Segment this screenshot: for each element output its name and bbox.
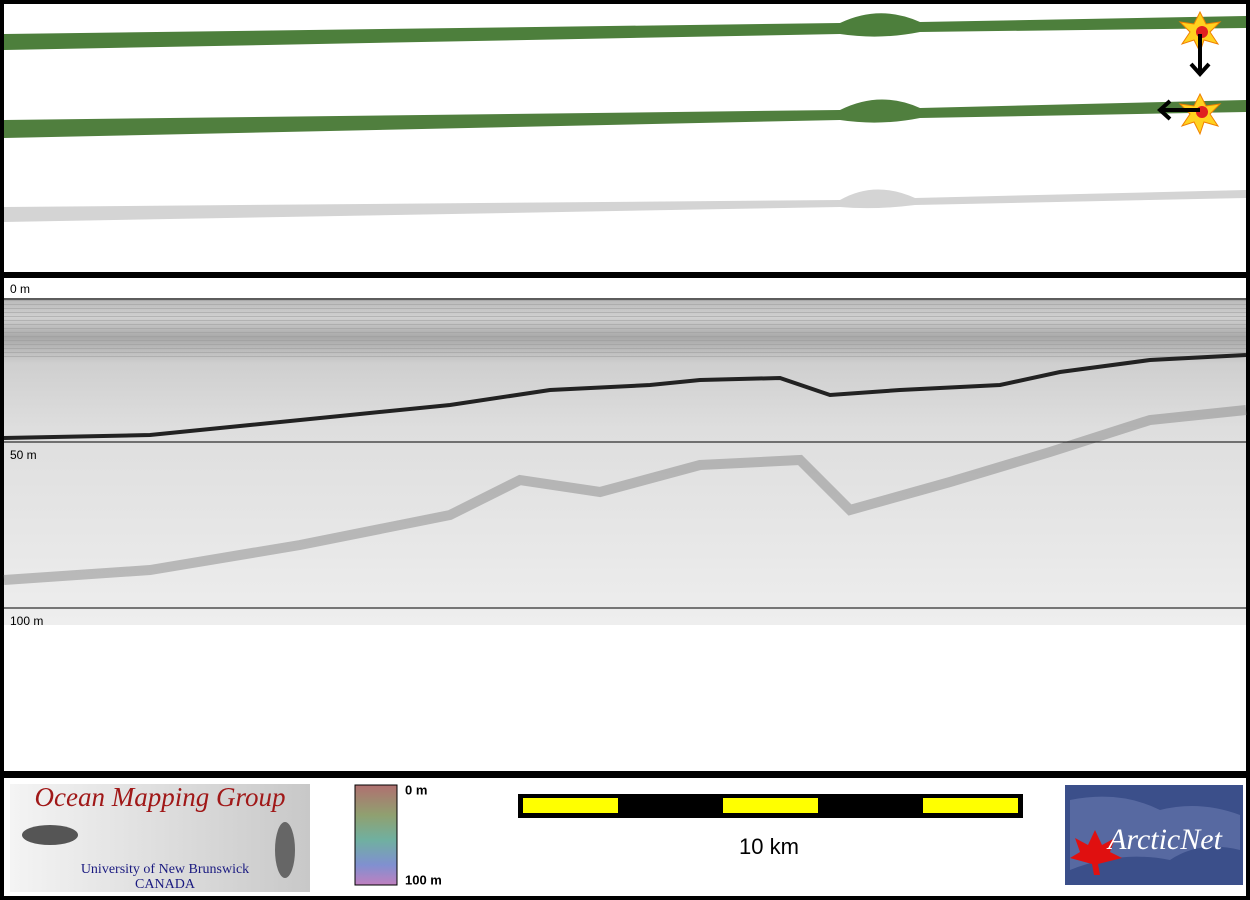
seafloor-echo-2 — [3, 405, 1247, 585]
colorbar: 0 m 100 m — [354, 782, 442, 887]
depth-label: 100 m — [10, 614, 43, 628]
logo-arcticnet: ArcticNet — [1065, 785, 1243, 885]
colorbar-label: 100 m — [405, 872, 442, 887]
seafloor-echo — [3, 353, 1247, 440]
logo-text: CANADA — [135, 877, 196, 892]
depth-label: 0 m — [10, 282, 30, 296]
logo-ocean-mapping: Ocean Mapping Group University of New Br… — [10, 782, 310, 892]
scale-label: 10 km — [739, 834, 799, 859]
logo-text: University of New Brunswick — [81, 862, 249, 877]
sonar-noise — [4, 300, 1246, 360]
swath-3 — [4, 189, 1246, 222]
depth-label: 50 m — [10, 448, 37, 462]
depth-grid — [4, 298, 1246, 609]
position-marker — [1157, 10, 1222, 136]
swath-2 — [4, 99, 1246, 138]
logo-title: Ocean Mapping Group — [35, 782, 286, 812]
scale-bar: 10 km — [518, 794, 1023, 859]
colorbar-label: 0 m — [405, 782, 427, 797]
logo-title: ArcticNet — [1106, 823, 1223, 856]
swath-1 — [4, 13, 1246, 50]
plan-panel — [4, 4, 1246, 272]
